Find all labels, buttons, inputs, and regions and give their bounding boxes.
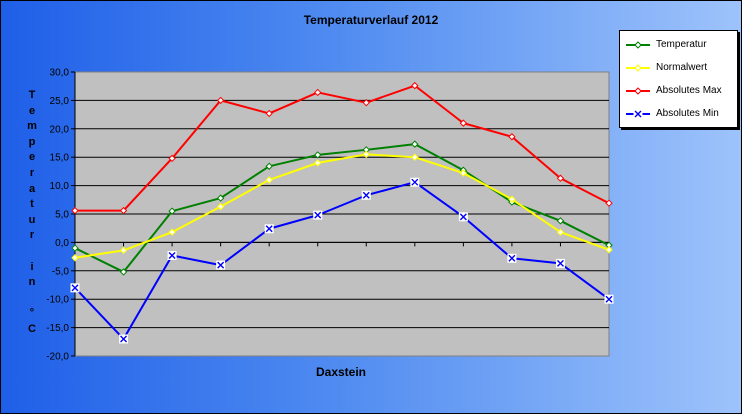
legend-label: Absolutes Min: [656, 108, 719, 119]
series-absolutes-max: [71, 81, 613, 215]
x-axis-title: Daxstein: [315, 365, 367, 379]
series-line-normalwert: [74, 153, 610, 259]
data-point-absolutes-min: [265, 225, 273, 233]
data-point-temperatur: [314, 151, 322, 159]
legend-item-temperatur: Temperatur: [624, 37, 736, 53]
y-tick-label: 25,0: [50, 96, 70, 107]
data-point-absolutes-min: [71, 284, 79, 292]
data-point-absolutes-min: [508, 254, 516, 262]
y-tick-label: -20,0: [46, 352, 69, 363]
series-line-absolutes-max: [75, 84, 610, 212]
data-point-normalwert: [556, 228, 565, 236]
data-point-normalwert: [411, 153, 419, 161]
chart-title: Temperaturverlauf 2012: [303, 13, 439, 27]
legend-marker: [634, 41, 642, 49]
data-point-absolutes-max: [216, 96, 225, 105]
data-point-absolutes-min: [217, 261, 225, 269]
legend-marker: [634, 110, 642, 118]
legend-swatch-absolutes-min: [626, 109, 650, 119]
legend-marker: [634, 64, 642, 72]
data-point-absolutes-min: [459, 213, 467, 221]
y-axis-title-char: n: [28, 276, 36, 289]
data-point-absolutes-max: [411, 81, 419, 90]
data-point-temperatur: [168, 207, 176, 215]
legend-swatch-absolutes-max: [626, 87, 650, 95]
data-point-normalwert: [314, 159, 322, 167]
y-tick-label: -15,0: [46, 323, 69, 334]
y-tick-label: 15,0: [50, 153, 70, 164]
data-point-normalwert: [168, 228, 176, 236]
data-point-absolutes-min: [168, 251, 176, 259]
series-line-absolutes-min: [74, 181, 610, 340]
data-point-absolutes-min: [120, 335, 128, 343]
data-point-temperatur: [556, 217, 565, 225]
y-tick-label: -5,0: [52, 266, 70, 277]
legend-label: Temperatur: [656, 39, 707, 50]
y-axis-title-char: °: [29, 307, 35, 320]
y-axis-title-char: m: [27, 120, 37, 133]
data-point-temperatur: [265, 162, 273, 170]
data-point-absolutes-max: [459, 119, 468, 127]
y-axis-title-char: a: [28, 182, 36, 195]
y-axis-title-char: r: [29, 229, 35, 242]
data-point-absolutes-max: [314, 88, 322, 97]
y-tick-label: 5,0: [55, 210, 69, 221]
data-point-normalwert: [71, 254, 79, 262]
data-point-normalwert: [119, 246, 128, 255]
data-point-normalwert: [508, 195, 516, 203]
legend-label: Normalwert: [656, 62, 708, 73]
y-axis-title-char: i: [30, 260, 34, 273]
legend-item-absolutes-min: Absolutes Min: [624, 106, 736, 122]
legend-marker: [634, 87, 642, 95]
data-point-absolutes-max: [362, 98, 370, 107]
data-point-absolutes-min: [411, 178, 419, 186]
data-point-absolutes-min: [314, 211, 322, 219]
legend-item-normalwert: Normalwert: [624, 60, 736, 76]
y-tick-label: -10,0: [46, 295, 69, 306]
data-point-temperatur: [119, 268, 128, 276]
data-point-normalwert: [605, 246, 613, 254]
y-tick-label: 20,0: [50, 124, 70, 135]
data-point-absolutes-min: [556, 259, 564, 267]
data-point-absolutes-max: [508, 133, 516, 141]
y-axis-title-char: T: [28, 89, 36, 101]
data-point-absolutes-max: [605, 199, 613, 207]
y-axis-title-char: e: [28, 151, 36, 164]
data-point-absolutes-max: [168, 154, 176, 163]
y-axis-title-char: C: [28, 322, 36, 335]
legend: Temperatur Normalwert Absolutes Max Absolut…: [619, 30, 738, 128]
data-point-absolutes-max: [265, 109, 273, 118]
y-tick-label: 30,0: [50, 68, 70, 79]
y-axis-title-char: t: [30, 198, 34, 211]
data-point-normalwert: [265, 176, 273, 184]
legend-swatch-temperatur: [626, 41, 650, 49]
data-point-absolutes-max: [556, 174, 565, 182]
y-tick-label: 0,0: [55, 238, 69, 249]
legend-item-absolutes-max: Absolutes Max: [624, 83, 736, 99]
y-axis-title-char: u: [28, 213, 36, 226]
data-point-temperatur: [71, 244, 79, 252]
data-point-absolutes-max: [119, 206, 128, 215]
data-point-normalwert: [459, 169, 468, 177]
data-point-absolutes-min: [605, 295, 613, 303]
data-point-temperatur: [216, 194, 225, 202]
data-point-normalwert: [362, 150, 370, 159]
data-point-normalwert: [216, 202, 225, 211]
series-normalwert: [71, 150, 613, 262]
legend-label: Absolutes Max: [656, 85, 722, 96]
y-tick-label: 10,0: [50, 181, 70, 192]
legend-swatch-normalwert: [626, 64, 650, 72]
y-axis-title-char: r: [29, 166, 35, 179]
data-point-absolutes-max: [71, 206, 79, 215]
data-point-temperatur: [411, 140, 419, 148]
y-axis-title-char: e: [28, 104, 36, 117]
data-point-absolutes-min: [362, 191, 370, 199]
y-axis-title-char: p: [28, 135, 36, 148]
series-absolutes-min: [70, 177, 614, 344]
